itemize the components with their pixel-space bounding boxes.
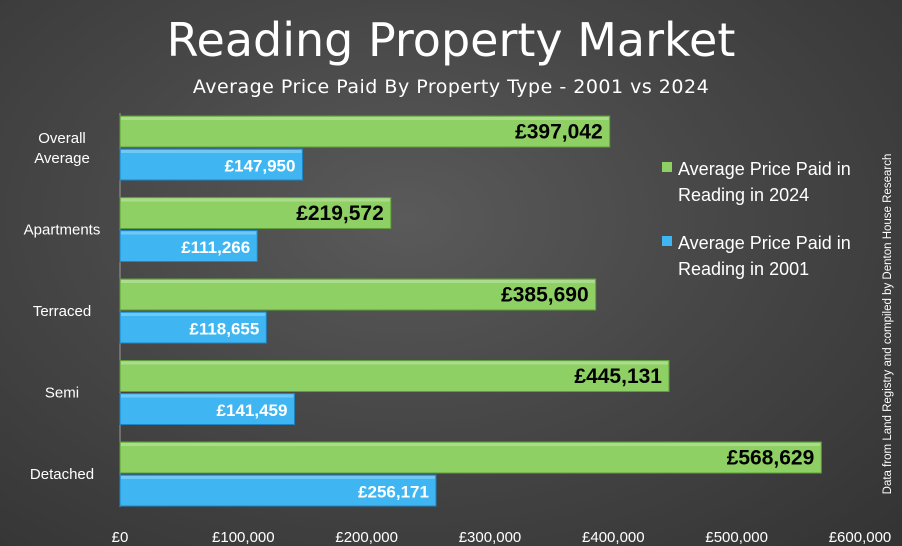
data-label-2024-0: £397,042: [515, 121, 603, 144]
data-label-2024-1: £219,572: [296, 202, 384, 225]
legend-label-2024: Average Price Paid in Reading in 2024: [678, 156, 882, 208]
bar-highlight-2001-3: [121, 394, 294, 398]
legend-item-2001: Average Price Paid in Reading in 2001: [662, 230, 882, 282]
x-tick-label-6: £600,000: [829, 529, 892, 546]
bar-2024-1: [119, 197, 392, 229]
bar-2024-2: [119, 278, 597, 311]
bar-highlight-2024-4: [121, 443, 821, 446]
bar-2001-0: [119, 148, 303, 181]
source-note: Data from Land Registry and compiled by …: [882, 153, 894, 495]
x-tick-label-4: £400,000: [582, 529, 645, 546]
data-label-2001-1: £111,266: [181, 238, 250, 257]
legend: Average Price Paid in Reading in 2024 Av…: [662, 156, 882, 304]
data-label-2001-3: £141,459: [217, 401, 288, 420]
bar-2001-1: [119, 230, 258, 262]
legend-label-2001-line2: Reading in 2001: [678, 259, 810, 279]
data-label-2001-2: £118,655: [189, 320, 259, 339]
data-label-2024-3: £445,131: [574, 365, 662, 388]
bar-highlight-2024-1: [121, 198, 390, 202]
chart-subtitle: Average Price Paid By Property Type - 20…: [192, 76, 710, 98]
data-label-2024-2: £385,690: [501, 284, 589, 307]
bar-highlight-2001-0: [121, 150, 302, 153]
x-tick-label-3: £300,000: [459, 529, 522, 546]
x-tick-label-0: £0: [112, 529, 129, 546]
bar-2024-0: [119, 115, 611, 148]
bar-2024-4: [119, 441, 822, 474]
category-label-0-line1: Overall: [38, 130, 86, 147]
x-tick-label-5: £500,000: [705, 529, 768, 546]
bar-2001-4: [119, 474, 437, 507]
x-tick-label-1: £100,000: [212, 529, 275, 546]
category-label-3: Semi: [45, 385, 79, 402]
bar-highlight-2024-0: [121, 117, 609, 120]
legend-swatch-2024: [662, 162, 672, 172]
bar-2001-3: [119, 393, 295, 425]
data-label-2001-0: £147,950: [225, 157, 296, 176]
bar-highlight-2001-2: [121, 313, 266, 316]
bar-2024-3: [119, 360, 670, 392]
bar-highlight-2001-1: [121, 231, 257, 235]
bar-2001-2: [119, 311, 267, 344]
bar-highlight-2001-4: [121, 476, 435, 479]
legend-label-2024-line2: Reading in 2024: [678, 185, 810, 205]
data-label-2024-4: £568,629: [727, 447, 815, 470]
legend-swatch-2001: [662, 236, 672, 246]
chart-title: Reading Property Market: [166, 13, 736, 67]
category-label-2: Terraced: [33, 303, 91, 320]
data-label-2001-4: £256,171: [358, 483, 429, 502]
legend-label-2024-line1: Average Price Paid in: [678, 159, 851, 179]
legend-label-2001: Average Price Paid in Reading in 2001: [678, 230, 882, 282]
x-tick-label-2: £200,000: [335, 529, 398, 546]
bar-highlight-2024-3: [121, 361, 668, 365]
bar-highlight-2024-2: [121, 280, 595, 283]
category-label-4: Detached: [30, 466, 94, 483]
category-label-1: Apartments: [24, 222, 101, 239]
category-label-0-line2: Average: [34, 150, 90, 167]
legend-item-2024: Average Price Paid in Reading in 2024: [662, 156, 882, 208]
legend-label-2001-line1: Average Price Paid in: [678, 233, 851, 253]
